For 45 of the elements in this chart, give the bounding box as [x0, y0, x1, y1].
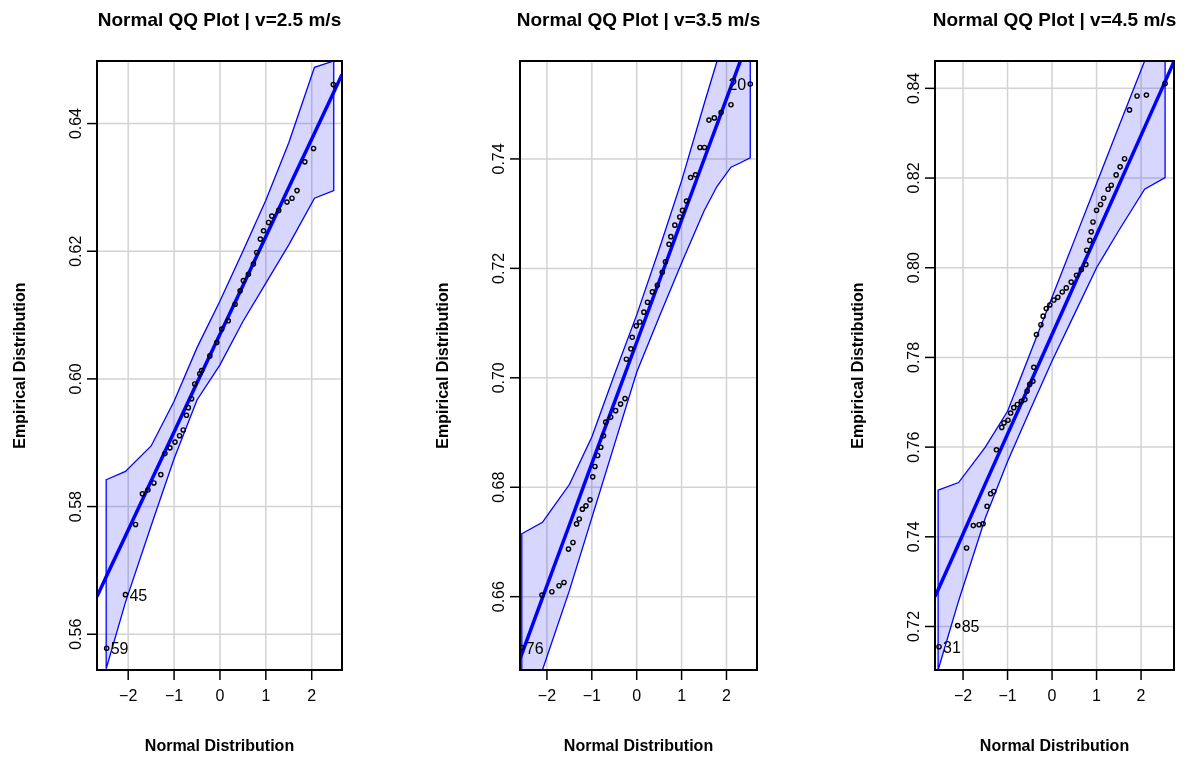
x-axis-title: Normal Distribution — [144, 737, 295, 754]
y-axis-title: Empirical Distribution — [434, 282, 451, 449]
annotation: 45 — [129, 586, 148, 604]
x-tick-label: −1 — [582, 687, 602, 704]
annotation: 59 — [110, 640, 129, 658]
y-tick-label: 0.70 — [490, 362, 507, 394]
y-tick-label: 0.66 — [490, 581, 507, 613]
y-tick-label: 0.58 — [67, 490, 84, 523]
x-axis-title: Normal Distribution — [979, 737, 1130, 754]
chart-title: Normal QQ Plot | v=3.5 m/s — [516, 9, 761, 30]
y-axis-title: Empirical Distribution — [11, 282, 28, 449]
y-tick-label: 0.62 — [67, 235, 84, 267]
x-tick-label: 2 — [1136, 687, 1146, 704]
x-tick-label: −2 — [537, 687, 557, 704]
x-tick-label: 0 — [215, 687, 225, 704]
y-tick-label: 0.64 — [67, 107, 84, 140]
y-tick-label: 0.72 — [905, 610, 922, 643]
x-axis-title: Normal Distribution — [563, 737, 714, 754]
y-tick-label: 0.84 — [905, 72, 922, 104]
chart-title: Normal QQ Plot | v=2.5 m/s — [97, 9, 342, 30]
x-tick-label: 2 — [722, 687, 732, 704]
x-tick-label: 1 — [1092, 687, 1102, 704]
annotation: 76 — [525, 639, 544, 657]
x-tick-label: 1 — [677, 687, 687, 704]
y-tick-label: 0.68 — [490, 471, 507, 503]
x-tick-label: 0 — [1047, 687, 1057, 704]
x-tick-label: −2 — [119, 687, 138, 704]
y-tick-label: 0.76 — [905, 431, 922, 463]
y-tick-label: 0.74 — [490, 143, 507, 175]
x-tick-label: 1 — [261, 687, 271, 704]
chart-title: Normal QQ Plot | v=4.5 m/s — [932, 9, 1177, 30]
y-tick-label: 0.56 — [67, 618, 84, 650]
y-tick-label: 0.60 — [67, 363, 84, 395]
y-tick-label: 0.82 — [905, 162, 922, 194]
x-tick-label: 0 — [632, 687, 642, 704]
x-tick-label: −2 — [953, 687, 973, 704]
y-tick-label: 0.72 — [490, 252, 507, 284]
y-axis-title: Empirical Distribution — [849, 282, 866, 449]
y-tick-label: 0.80 — [905, 252, 922, 284]
y-tick-label: 0.78 — [905, 341, 922, 373]
x-tick-label: −1 — [164, 687, 184, 704]
y-tick-label: 0.74 — [905, 521, 922, 553]
x-tick-label: 2 — [307, 687, 317, 704]
annotation: 85 — [961, 617, 980, 635]
x-tick-label: −1 — [998, 687, 1017, 704]
